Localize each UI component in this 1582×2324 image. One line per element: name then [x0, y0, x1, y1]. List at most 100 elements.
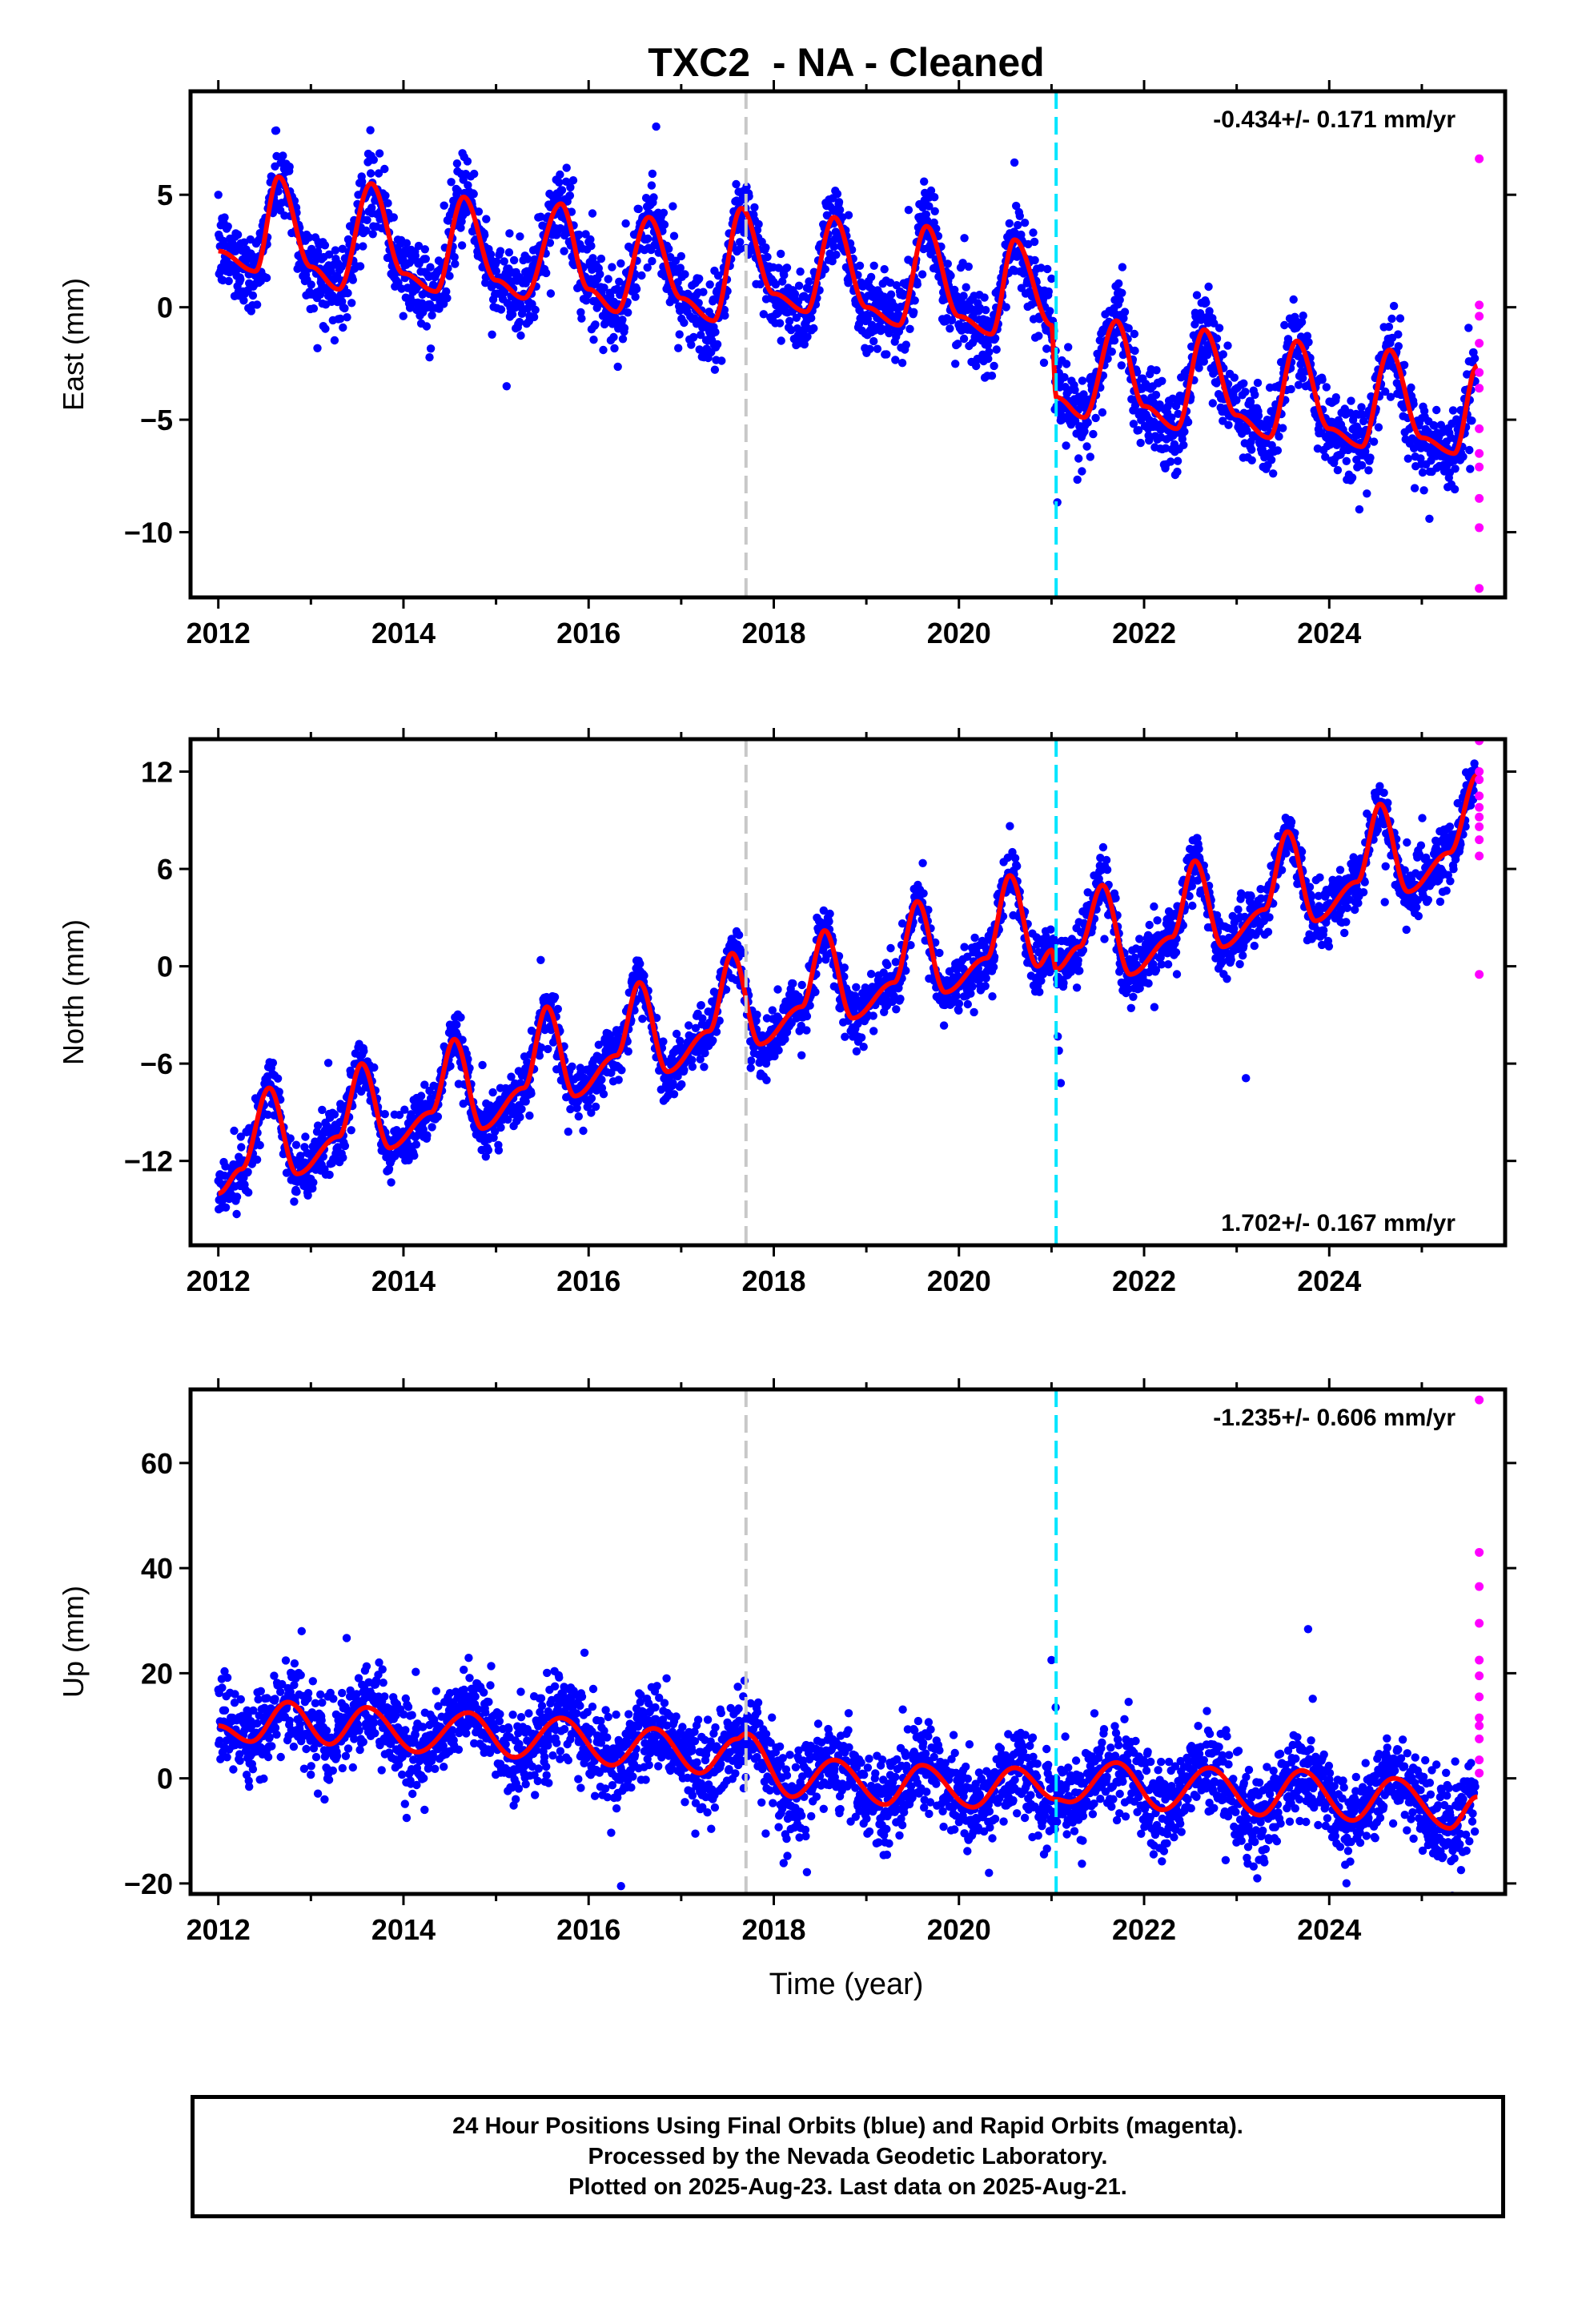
final-point [496, 1123, 505, 1132]
final-point [255, 1140, 264, 1150]
final-point [579, 1126, 588, 1136]
final-point [805, 277, 813, 286]
final-point [1394, 330, 1403, 339]
final-point [613, 362, 622, 372]
final-point [560, 247, 568, 255]
final-point [362, 226, 371, 235]
final-point [1039, 358, 1049, 368]
final-point [606, 292, 615, 300]
final-point [588, 254, 597, 263]
final-point [1230, 373, 1239, 382]
final-point [1357, 403, 1366, 412]
final-point [600, 283, 608, 292]
final-point [343, 288, 352, 298]
final-point [746, 1063, 755, 1072]
final-point [291, 1140, 301, 1149]
final-point [1098, 408, 1107, 417]
final-point [1130, 346, 1139, 356]
final-point [775, 319, 785, 328]
final-point [621, 219, 630, 228]
final-point [615, 277, 624, 286]
final-point [644, 234, 652, 243]
final-point [1060, 372, 1069, 382]
final-point [292, 1188, 301, 1196]
rapid-point [1475, 424, 1484, 433]
final-point [252, 300, 262, 309]
final-point [1247, 456, 1256, 464]
final-point [500, 288, 509, 297]
final-point [954, 999, 964, 1008]
final-point [981, 982, 990, 991]
final-point [327, 267, 335, 275]
final-point [1299, 312, 1307, 320]
final-point [713, 340, 722, 349]
final-point [1183, 417, 1193, 427]
final-point [624, 1047, 632, 1056]
final-point [1152, 366, 1161, 375]
final-point [422, 322, 432, 331]
final-point [869, 1011, 877, 1020]
x-tick-label: 2018 [741, 617, 805, 649]
final-point [1120, 308, 1130, 316]
final-point [618, 316, 627, 324]
final-point [774, 1046, 783, 1055]
final-point [809, 324, 818, 333]
final-point [236, 275, 245, 284]
panel-east: 2012 2014 2016 2018 2020 2022 202450−5−10East … [57, 80, 1516, 649]
final-point [624, 308, 632, 317]
final-point [828, 257, 837, 266]
final-point [852, 1047, 861, 1056]
final-point [689, 332, 698, 342]
final-point [1299, 374, 1307, 383]
final-point [926, 186, 936, 195]
final-point [480, 231, 489, 239]
rapid-point [1475, 300, 1484, 310]
final-point [794, 281, 804, 290]
final-point [1289, 295, 1298, 304]
final-point [852, 983, 861, 992]
final-point [1208, 399, 1218, 408]
rapid-point [1475, 462, 1484, 472]
final-point [859, 1043, 868, 1051]
final-point [562, 163, 571, 172]
final-point [568, 176, 578, 185]
final-point [648, 256, 656, 266]
final-point [527, 1089, 536, 1098]
final-point [617, 1066, 626, 1075]
final-point [586, 235, 595, 244]
final-point [220, 213, 229, 222]
final-point [355, 262, 365, 271]
final-point [450, 252, 459, 262]
final-point [789, 979, 797, 988]
final-point [366, 169, 375, 178]
final-point [717, 356, 726, 365]
final-point [340, 304, 349, 313]
final-point [935, 948, 944, 958]
final-point [777, 336, 785, 345]
final-point [774, 263, 783, 272]
final-point [659, 208, 669, 217]
final-point [782, 263, 792, 272]
final-point [232, 1209, 241, 1219]
final-point [496, 247, 505, 255]
final-point [577, 314, 586, 323]
y-tick-label: −5 [140, 404, 173, 436]
final-point [1179, 440, 1188, 449]
final-point [320, 241, 330, 250]
data-layer [214, 122, 1484, 593]
final-point [1078, 376, 1087, 385]
final-point [1369, 437, 1379, 446]
final-point [1322, 383, 1331, 392]
final-point [456, 1013, 465, 1022]
final-point [387, 1178, 396, 1187]
final-point [230, 1126, 239, 1136]
final-point [290, 1197, 299, 1206]
final-point [773, 985, 782, 994]
final-point [920, 177, 929, 186]
panel-north: 2012 2014 2016 2018 2020 2022 20241260−6−12Nor… [57, 728, 1516, 1297]
final-point [504, 248, 514, 257]
final-point [505, 229, 514, 238]
final-point [777, 249, 785, 259]
final-point [451, 259, 460, 268]
